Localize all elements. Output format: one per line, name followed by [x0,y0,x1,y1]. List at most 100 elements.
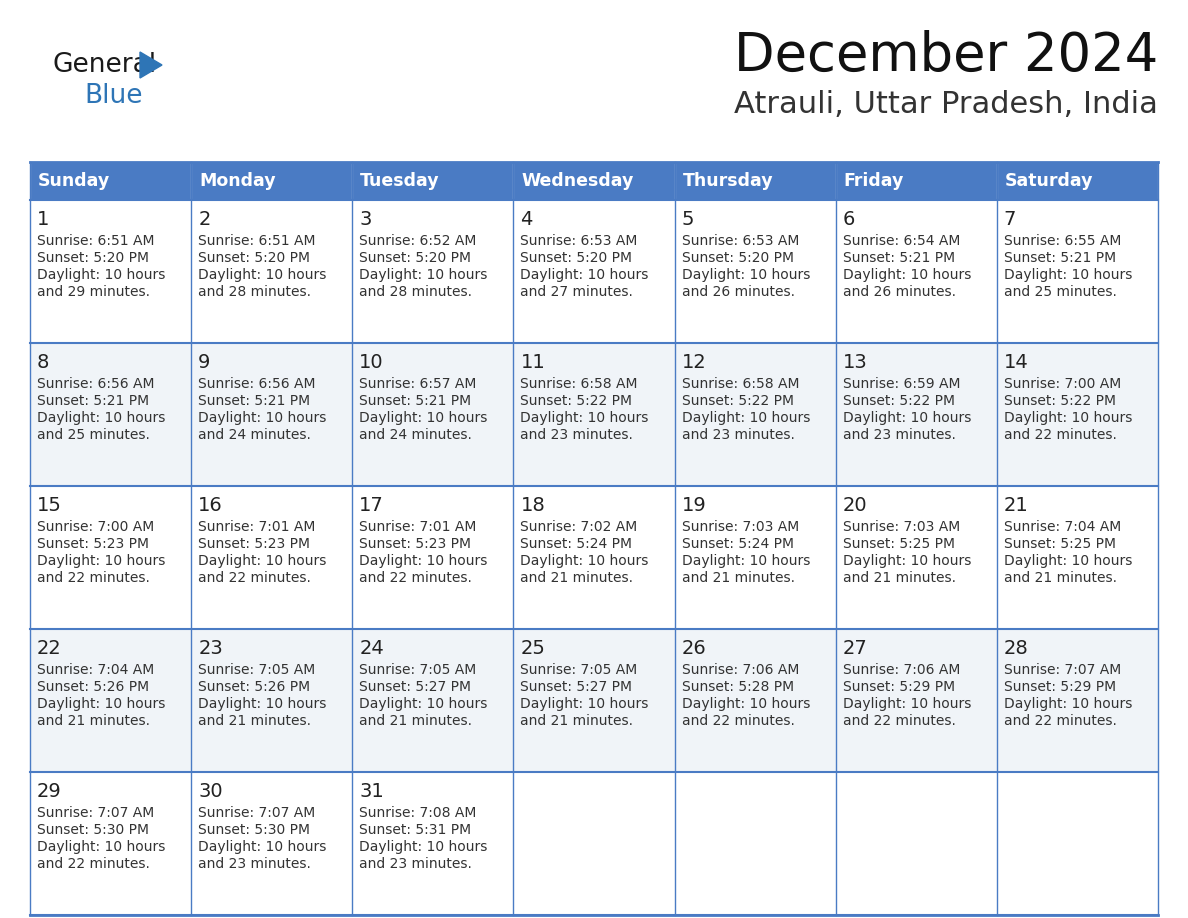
Text: Tuesday: Tuesday [360,172,440,190]
Text: Sunset: 5:26 PM: Sunset: 5:26 PM [37,680,150,694]
Bar [513,200,675,343]
Text: Daylight: 10 hours: Daylight: 10 hours [520,554,649,568]
Bar [353,343,513,486]
Text: Sunset: 5:27 PM: Sunset: 5:27 PM [520,680,632,694]
Bar [353,629,513,772]
Text: and 21 minutes.: and 21 minutes. [520,714,633,728]
Text: Daylight: 10 hours: Daylight: 10 hours [1004,554,1132,568]
Text: Daylight: 10 hours: Daylight: 10 hours [842,697,971,711]
Text: 15: 15 [37,496,62,515]
Text: Daylight: 10 hours: Daylight: 10 hours [359,411,487,425]
Text: 5: 5 [682,210,694,229]
Text: Sunset: 5:21 PM: Sunset: 5:21 PM [359,394,472,408]
Text: and 21 minutes.: and 21 minutes. [520,571,633,585]
Text: 19: 19 [682,496,707,515]
Text: Daylight: 10 hours: Daylight: 10 hours [198,697,327,711]
Text: 27: 27 [842,639,867,658]
Text: Sunset: 5:21 PM: Sunset: 5:21 PM [842,251,955,265]
Text: Sunset: 5:21 PM: Sunset: 5:21 PM [1004,251,1116,265]
Bar [675,629,835,772]
Text: Sunset: 5:30 PM: Sunset: 5:30 PM [198,823,310,837]
Text: Sunset: 5:31 PM: Sunset: 5:31 PM [359,823,472,837]
Text: 4: 4 [520,210,532,229]
Text: Sunrise: 7:03 AM: Sunrise: 7:03 AM [842,520,960,534]
Text: Sunrise: 6:54 AM: Sunrise: 6:54 AM [842,234,960,248]
Text: Sunset: 5:20 PM: Sunset: 5:20 PM [682,251,794,265]
Bar [30,200,191,343]
Text: Sunrise: 7:05 AM: Sunrise: 7:05 AM [198,663,315,677]
Text: Sunrise: 7:05 AM: Sunrise: 7:05 AM [520,663,638,677]
Text: Sunset: 5:21 PM: Sunset: 5:21 PM [198,394,310,408]
Text: Sunset: 5:25 PM: Sunset: 5:25 PM [842,537,955,551]
Text: Sunset: 5:24 PM: Sunset: 5:24 PM [682,537,794,551]
Text: and 28 minutes.: and 28 minutes. [198,285,311,299]
Text: 18: 18 [520,496,545,515]
Text: Sunrise: 6:58 AM: Sunrise: 6:58 AM [520,377,638,391]
Bar [675,486,835,629]
Bar [675,343,835,486]
Text: Sunset: 5:23 PM: Sunset: 5:23 PM [359,537,472,551]
Text: Daylight: 10 hours: Daylight: 10 hours [37,268,165,282]
Text: Daylight: 10 hours: Daylight: 10 hours [842,268,971,282]
Text: Daylight: 10 hours: Daylight: 10 hours [37,697,165,711]
Text: Sunrise: 6:58 AM: Sunrise: 6:58 AM [682,377,800,391]
Text: Sunrise: 6:55 AM: Sunrise: 6:55 AM [1004,234,1121,248]
Text: Daylight: 10 hours: Daylight: 10 hours [842,411,971,425]
Text: Daylight: 10 hours: Daylight: 10 hours [520,411,649,425]
Text: Sunset: 5:29 PM: Sunset: 5:29 PM [842,680,955,694]
Text: and 23 minutes.: and 23 minutes. [520,428,633,442]
Text: 20: 20 [842,496,867,515]
Text: Daylight: 10 hours: Daylight: 10 hours [682,268,810,282]
Bar [191,629,353,772]
Text: Daylight: 10 hours: Daylight: 10 hours [682,697,810,711]
Text: 26: 26 [682,639,707,658]
Text: Friday: Friday [843,172,904,190]
Bar [30,486,191,629]
Text: Sunrise: 7:04 AM: Sunrise: 7:04 AM [37,663,154,677]
Text: Sunrise: 7:01 AM: Sunrise: 7:01 AM [359,520,476,534]
Text: Thursday: Thursday [683,172,773,190]
Text: Saturday: Saturday [1005,172,1093,190]
Text: Daylight: 10 hours: Daylight: 10 hours [37,554,165,568]
Text: Sunrise: 7:03 AM: Sunrise: 7:03 AM [682,520,798,534]
Bar [835,200,997,343]
Text: Sunrise: 6:59 AM: Sunrise: 6:59 AM [842,377,960,391]
Text: Daylight: 10 hours: Daylight: 10 hours [1004,697,1132,711]
Text: Sunset: 5:26 PM: Sunset: 5:26 PM [198,680,310,694]
Text: and 21 minutes.: and 21 minutes. [37,714,150,728]
Bar [513,772,675,915]
Text: and 25 minutes.: and 25 minutes. [37,428,150,442]
Text: Sunrise: 7:02 AM: Sunrise: 7:02 AM [520,520,638,534]
Text: Sunset: 5:30 PM: Sunset: 5:30 PM [37,823,148,837]
Text: Sunset: 5:23 PM: Sunset: 5:23 PM [198,537,310,551]
Text: Sunset: 5:29 PM: Sunset: 5:29 PM [1004,680,1116,694]
Text: Sunrise: 6:51 AM: Sunrise: 6:51 AM [37,234,154,248]
Text: and 23 minutes.: and 23 minutes. [359,857,472,871]
Text: Daylight: 10 hours: Daylight: 10 hours [359,697,487,711]
Bar [675,200,835,343]
Text: 17: 17 [359,496,384,515]
Text: 6: 6 [842,210,855,229]
Bar [353,162,513,200]
Text: Sunrise: 7:01 AM: Sunrise: 7:01 AM [198,520,316,534]
Text: Daylight: 10 hours: Daylight: 10 hours [198,411,327,425]
Text: and 21 minutes.: and 21 minutes. [359,714,473,728]
Text: General: General [52,52,156,78]
Bar [30,772,191,915]
Text: Sunrise: 7:07 AM: Sunrise: 7:07 AM [37,806,154,820]
Text: Sunrise: 6:56 AM: Sunrise: 6:56 AM [37,377,154,391]
Text: 13: 13 [842,353,867,372]
Text: Sunset: 5:24 PM: Sunset: 5:24 PM [520,537,632,551]
Text: 10: 10 [359,353,384,372]
Text: 14: 14 [1004,353,1029,372]
Text: Sunset: 5:23 PM: Sunset: 5:23 PM [37,537,148,551]
Text: 23: 23 [198,639,223,658]
Bar [513,343,675,486]
Polygon shape [140,52,162,78]
Bar [675,772,835,915]
Text: Sunset: 5:22 PM: Sunset: 5:22 PM [682,394,794,408]
Text: Sunrise: 6:56 AM: Sunrise: 6:56 AM [198,377,316,391]
Bar [513,486,675,629]
Text: Sunset: 5:22 PM: Sunset: 5:22 PM [1004,394,1116,408]
Text: Daylight: 10 hours: Daylight: 10 hours [359,840,487,854]
